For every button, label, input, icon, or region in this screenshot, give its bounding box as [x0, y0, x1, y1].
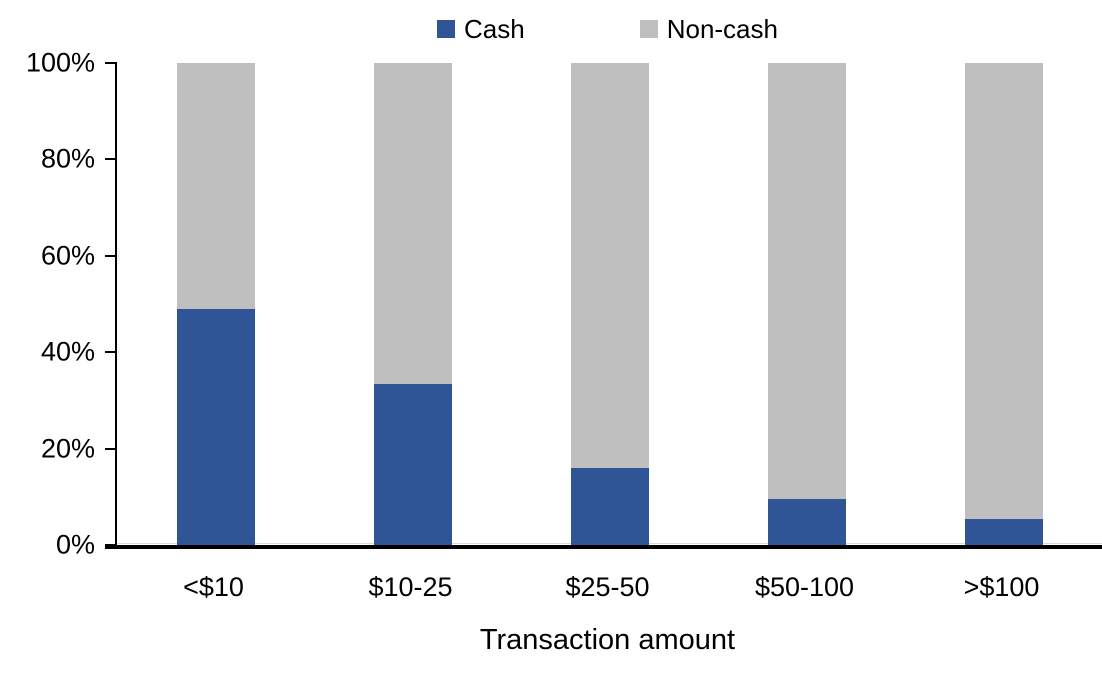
category-slot [117, 63, 314, 545]
category-slot [708, 63, 905, 545]
bar-segment-non-cash [176, 63, 255, 309]
category-slot [905, 63, 1102, 545]
stacked-bar [176, 63, 255, 545]
y-tick-label: 60% [40, 240, 95, 271]
x-tick-label: $10-25 [368, 572, 453, 602]
y-tick-label: 80% [40, 143, 95, 174]
y-tick-label: 100% [25, 47, 95, 78]
bar-segment-cash [767, 499, 846, 545]
bar-segment-non-cash [373, 63, 452, 384]
bar-segment-cash [176, 308, 255, 545]
plot-area: 0% 20% 40% 60% 80% 100% [26, 48, 1102, 560]
x-tick-label: >$100 [963, 572, 1040, 602]
y-tick-label: 40% [40, 336, 95, 367]
category-slot [314, 63, 511, 545]
legend-item-cash: Cash [437, 16, 525, 42]
stacked-bar [570, 63, 649, 545]
bar-segment-non-cash [767, 63, 846, 500]
y-tick-mark [105, 447, 117, 450]
y-tick-label: 20% [40, 433, 95, 464]
x-tick-label: $25-50 [565, 572, 650, 602]
y-tick-mark [105, 62, 117, 64]
y-tick-mark [105, 254, 117, 257]
non-cash-swatch-icon [639, 20, 658, 38]
bar-segment-cash [570, 467, 649, 545]
x-axis-labels: <$10 $10-25 $25-50 $50-100 >$100 [115, 572, 1100, 606]
stacked-bar [373, 63, 452, 545]
category-slot [511, 63, 708, 545]
y-tick-mark [105, 158, 117, 161]
bar-segment-cash [964, 518, 1043, 545]
stacked-bar [964, 63, 1043, 545]
legend-label-cash: Cash [464, 14, 525, 44]
x-axis-line [105, 545, 1102, 549]
cash-swatch-icon [437, 20, 455, 38]
y-tick-label: 0% [55, 529, 95, 560]
bar-segment-non-cash [964, 63, 1043, 519]
bar-segment-non-cash [570, 63, 649, 468]
y-tick-mark [105, 351, 117, 354]
stacked-bar [767, 63, 846, 545]
legend-label-non-cash: Non-cash [666, 14, 778, 44]
legend: Cash Non-cash [115, 10, 1100, 48]
x-tick-label: <$10 [183, 572, 244, 602]
x-axis-title: Transaction amount [479, 624, 736, 656]
bar-segment-cash [373, 383, 452, 545]
x-tick-label: $50-100 [754, 572, 855, 602]
legend-item-non-cash: Non-cash [639, 14, 778, 44]
